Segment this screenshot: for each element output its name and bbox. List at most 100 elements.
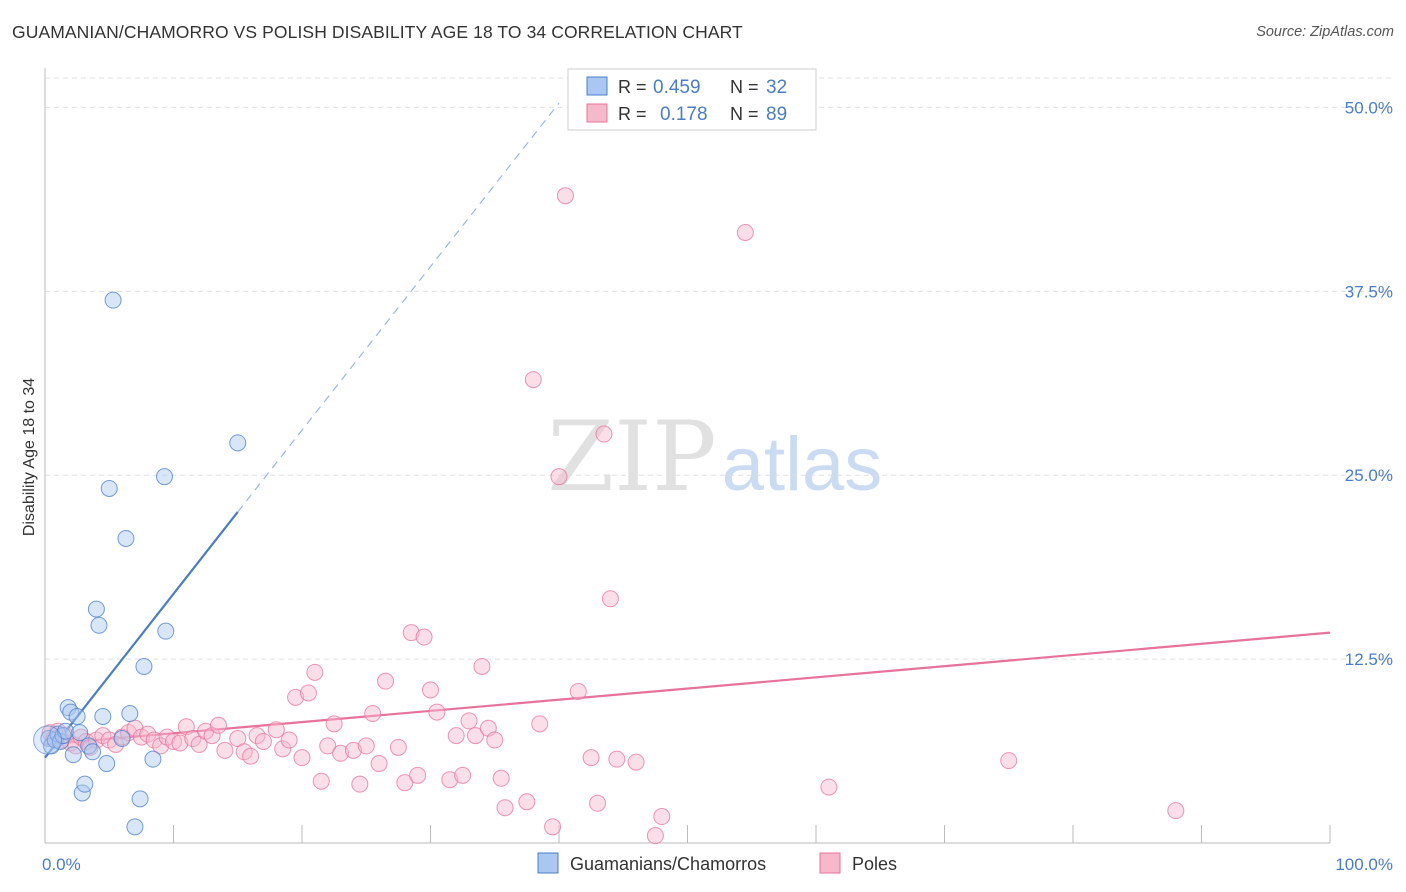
point-poles-50	[364, 705, 382, 723]
point-poles-18	[139, 725, 157, 743]
trend-line-guamanians-extension	[237, 102, 560, 513]
y-tick-label-2: 37.5%	[1345, 282, 1393, 301]
stats-swatch-blue	[586, 76, 608, 96]
point-guamanians-11	[71, 724, 89, 742]
point-poles-78	[589, 794, 607, 812]
point-guamanians-24	[121, 705, 139, 723]
point-poles-63	[460, 712, 478, 730]
watermark-zip: ZIP	[547, 401, 716, 513]
stats-box: R = 0.459 N = 32 R = 0.178 N = 89	[567, 68, 817, 131]
gridlines	[45, 77, 1395, 660]
point-poles-84	[653, 808, 671, 826]
point-poles-85	[736, 223, 754, 241]
stats-r-value-pink: 0.178	[660, 104, 708, 125]
point-poles-45	[325, 715, 343, 733]
point-poles-46	[332, 744, 350, 762]
data-points	[33, 187, 1185, 845]
tick-labels: 12.5% 25.0% 37.5% 50.0% 0.0% 100.0%	[42, 98, 1393, 874]
point-poles-82	[627, 753, 645, 771]
point-guamanians-10	[68, 707, 86, 725]
point-poles-57	[415, 628, 433, 646]
point-poles-23	[171, 734, 189, 752]
point-poles-33	[242, 747, 260, 765]
point-poles-87	[1000, 752, 1018, 770]
legend-swatch-poles	[819, 852, 841, 874]
point-guamanians-21	[104, 291, 122, 309]
point-poles-52	[377, 672, 395, 690]
point-poles-35	[254, 732, 272, 750]
point-guamanians-7	[59, 699, 77, 717]
point-poles-68	[492, 769, 510, 787]
y-axis-label: Disability Age 18 to 34	[21, 378, 38, 536]
point-poles-48	[351, 775, 369, 793]
point-guamanians-29	[157, 622, 175, 640]
stats-r-value-blue: 0.459	[653, 77, 701, 98]
point-poles-34	[248, 727, 266, 745]
stats-n-value-pink: 89	[766, 104, 787, 125]
stats-n-value-blue: 32	[766, 77, 787, 98]
y-tick-label-0: 12.5%	[1345, 650, 1393, 669]
point-poles-72	[531, 715, 549, 733]
point-poles-70	[518, 793, 536, 811]
point-poles-65	[473, 657, 491, 675]
trend-line-poles	[44, 631, 1331, 746]
point-poles-49	[357, 737, 375, 755]
point-guamanians-30	[126, 818, 144, 836]
point-poles-20	[152, 737, 170, 755]
point-poles-36	[267, 721, 285, 739]
point-guamanians-19	[98, 755, 116, 773]
point-poles-47	[344, 741, 362, 759]
point-poles-28	[203, 727, 221, 745]
legend-label-poles: Poles	[852, 854, 897, 874]
point-guamanians-28	[156, 468, 174, 486]
point-guamanians-25	[131, 790, 149, 808]
point-cluster-origin	[33, 725, 63, 755]
point-poles-74	[550, 468, 568, 486]
legend-label-guamanians: Guamanians/Chamorros	[570, 854, 766, 874]
point-poles-38	[280, 731, 298, 749]
point-guamanians-26	[135, 657, 153, 675]
point-guamanians-20	[100, 479, 118, 497]
point-poles-25	[184, 730, 202, 748]
point-poles-53	[389, 738, 407, 756]
point-poles-29	[209, 716, 227, 734]
stats-swatch-pink	[586, 103, 608, 123]
point-guamanians-22	[113, 730, 131, 748]
point-guamanians-6	[57, 722, 75, 740]
point-poles-79	[595, 425, 613, 443]
point-poles-59	[428, 703, 446, 721]
point-poles-83	[646, 827, 664, 845]
point-guamanians-9	[64, 746, 82, 764]
point-guamanians-18	[94, 707, 112, 725]
point-guamanians-27	[144, 750, 162, 768]
point-poles-22	[165, 732, 182, 750]
point-poles-54	[396, 774, 414, 792]
legend: Guamanians/Chamorros Poles	[537, 852, 897, 874]
point-poles-80	[601, 590, 619, 608]
point-guamanians-17	[90, 616, 108, 634]
y-tick-label-3: 50.0%	[1345, 98, 1393, 117]
y-tick-label-1: 25.0%	[1345, 466, 1393, 485]
point-poles-40	[293, 749, 311, 767]
point-poles-64	[466, 727, 484, 745]
point-poles-42	[306, 663, 324, 681]
point-poles-81	[608, 750, 626, 768]
stats-n-label-blue: N =	[730, 77, 759, 97]
point-poles-77	[582, 749, 600, 767]
point-poles-88	[1167, 802, 1185, 820]
point-poles-67	[486, 731, 504, 749]
stats-r-label-blue: R =	[618, 77, 647, 97]
point-guamanians-13	[76, 775, 94, 793]
point-poles-71	[524, 371, 542, 389]
point-poles-51	[370, 755, 388, 773]
stats-n-label-pink: N =	[730, 104, 759, 124]
point-poles-37	[274, 740, 292, 758]
x-tick-label-0: 0.0%	[42, 855, 81, 874]
point-poles-44	[319, 737, 337, 755]
source-label: Source: ZipAtlas.com	[1256, 24, 1394, 40]
point-guamanians-31	[229, 434, 247, 452]
point-poles-56	[409, 766, 427, 784]
point-poles-86	[820, 778, 838, 796]
point-guamanians-15	[84, 743, 102, 761]
